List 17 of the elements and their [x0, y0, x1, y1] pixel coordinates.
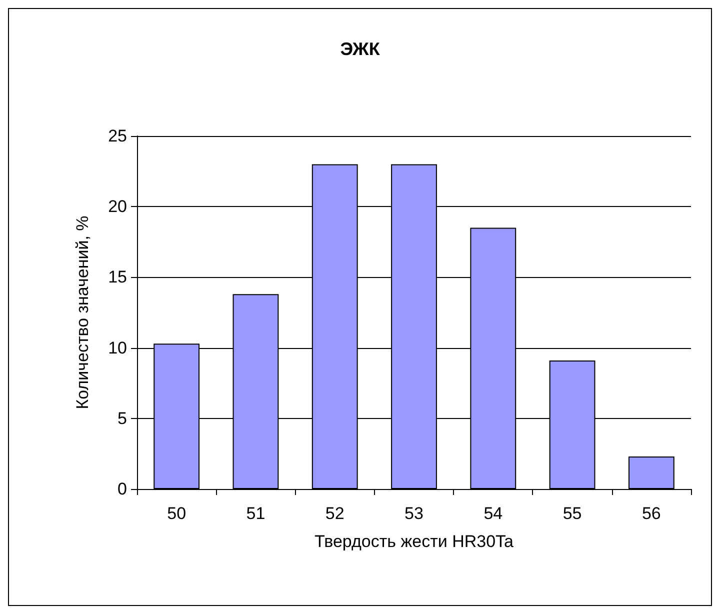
- x-axis-title: Твердость жести HR30Ta: [314, 532, 514, 551]
- chart-title: ЭЖК: [340, 39, 381, 59]
- y-tick-label: 20: [108, 197, 127, 216]
- y-tick-label: 5: [118, 408, 127, 428]
- y-tick-label: 10: [108, 338, 127, 358]
- x-tick-label: 51: [246, 504, 266, 523]
- x-tick-label: 55: [562, 504, 582, 523]
- x-tick-label: 50: [167, 504, 186, 523]
- y-tick-label: 15: [108, 268, 127, 287]
- y-tick-label: 0: [118, 480, 127, 498]
- x-tick-label: 52: [325, 504, 344, 523]
- x-tick-label: 53: [404, 504, 424, 523]
- y-axis-title: Количество значений, %: [73, 216, 92, 410]
- bar: [628, 456, 674, 489]
- y-tick-label: 25: [108, 126, 127, 146]
- x-tick-label: 54: [484, 504, 503, 523]
- x-tick-label: 56: [642, 504, 661, 523]
